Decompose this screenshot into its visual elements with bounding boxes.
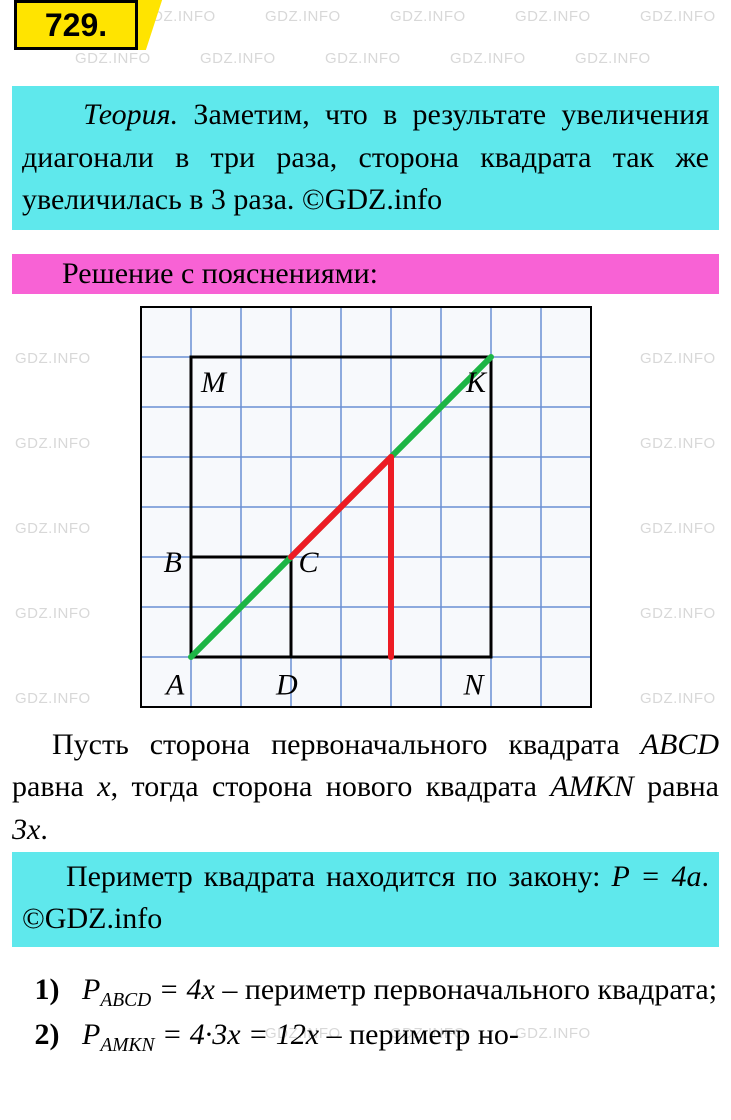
abcd: ABCD [641,728,719,761]
theory-box: Теория. Заметим, что в результате увелич… [12,86,719,230]
page-content: 729. Теория. Заметим, что в результате у… [0,0,731,1060]
item1-P: P [82,973,100,1006]
perim-text1: Периметр квадрата находится по за­кону: [66,860,612,893]
p1d: равна [634,770,719,803]
item1-num: 1) [35,973,60,1006]
solution-header: Решение с пояснениями: [12,254,719,294]
perimeter-rule-box: Периметр квадрата находится по за­кону: … [12,852,719,947]
x1: x [97,770,110,803]
item1-desc: – периметр первона­чального квадрата; [215,973,717,1006]
theory-label: Теория. [83,98,178,131]
svg-text:D: D [275,668,298,701]
period: . [40,813,48,846]
item2-P: P [82,1018,100,1051]
svg-text:C: C [298,546,319,579]
p1a: Пусть сторона первоначального квадрата [52,728,641,761]
geometry-diagram: M K B C A D N [140,306,592,708]
three-x: 3x [12,813,40,846]
svg-text:K: K [465,366,488,399]
indent [22,98,83,131]
amkn: AMKN [550,770,633,803]
formula-list: 1) PABCD = 4x – периметр первона­чальног… [12,969,719,1060]
task-number: 729. [45,7,107,44]
solution-header-text: Решение с пояснениями: [62,257,378,290]
p1b: равна [12,770,97,803]
item2-desc: – периметр но- [319,1018,519,1051]
body-paragraph: Пусть сторона первоначального квадрата A… [12,724,719,852]
item2-sub: AMKN [100,1035,154,1056]
diagram-svg: M K B C A D N [140,306,592,708]
svg-text:A: A [164,668,185,701]
badge-front: 729. [14,0,138,50]
p1c: , тогда сторона нового квадрата [111,770,551,803]
formula-item-2: 2) PAMKN = 4·3x = 12x – периметр но- [12,1014,719,1060]
svg-text:B: B [163,546,181,579]
task-number-badge: 729. [14,0,154,56]
item2-eq: = 4·3x = 12x [155,1018,320,1051]
item2-num: 2) [35,1018,60,1051]
item1-sub: ABCD [100,990,151,1011]
item1-eq: = 4x [151,973,215,1006]
svg-text:M: M [200,366,228,399]
formula-item-1: 1) PABCD = 4x – периметр первона­чальног… [12,969,719,1015]
svg-text:N: N [462,668,485,701]
perim-formula: P = 4a [612,860,702,893]
